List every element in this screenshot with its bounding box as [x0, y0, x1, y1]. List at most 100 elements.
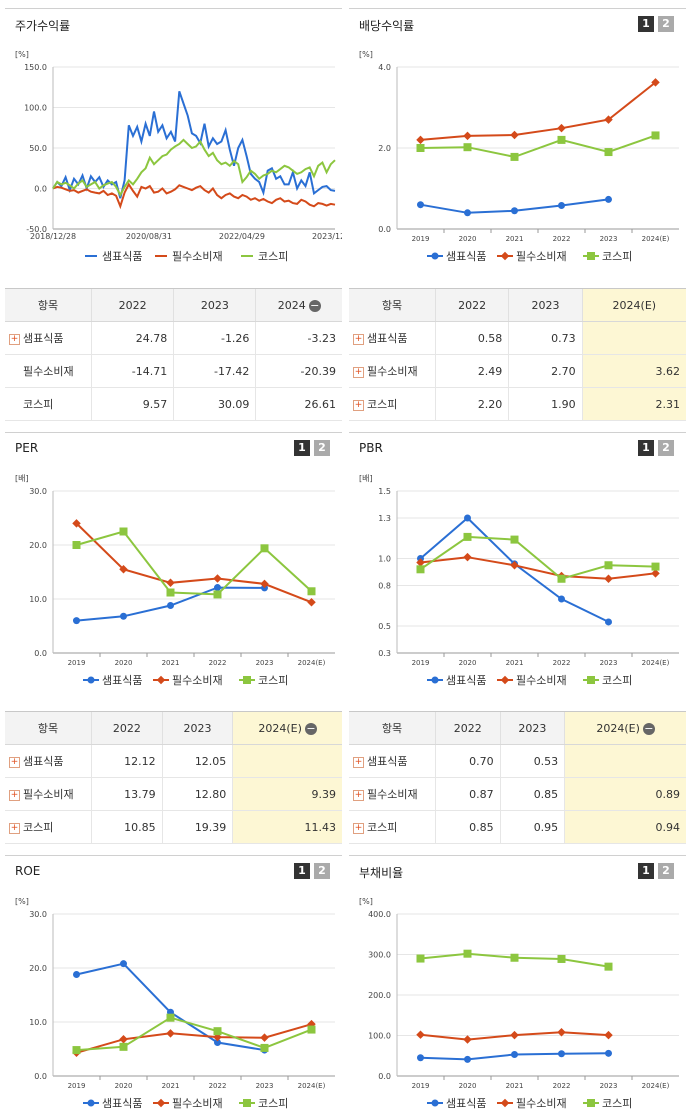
data-point: [260, 1043, 269, 1052]
table-cell: 0.95: [499, 810, 565, 844]
legend-label: 필수소비재: [516, 250, 567, 263]
data-point: [307, 598, 316, 607]
table-cell: 0.94: [564, 810, 686, 844]
table-cell: -14.71: [90, 354, 174, 388]
table-cell: 0.70: [435, 744, 501, 778]
table-cell: 9.39: [232, 777, 342, 811]
table-cell: 2.20: [434, 387, 509, 421]
data-point: [604, 561, 613, 570]
data-point: [417, 201, 424, 209]
badge-group: 1 2: [294, 863, 330, 879]
expand-plus-icon[interactable]: +: [353, 366, 364, 378]
legend-marker: [431, 676, 439, 684]
panel-debt-ratio: 부채비율 1 2 [%] 400.0 300.0 200.0 100.0 0.0 2019 2…: [349, 855, 686, 1114]
data-point: [605, 195, 612, 203]
y-unit-label: [%]: [359, 50, 373, 59]
expand-plus-icon[interactable]: +: [9, 756, 20, 768]
collapse-icon[interactable]: −: [308, 298, 321, 312]
legend-marker: [431, 252, 439, 260]
panel-title: 주가수익률: [15, 19, 71, 33]
panel-title: PBR: [359, 441, 383, 455]
data-point: [73, 617, 80, 625]
table-row: + 코스피 2.20 1.90 2.31: [349, 387, 686, 421]
data-point: [213, 590, 222, 599]
legend-label: 샘표식품: [446, 1097, 486, 1110]
expand-plus-icon[interactable]: +: [353, 822, 364, 834]
x-tick-label: 2022: [553, 1082, 571, 1090]
chart-per: [배]30.0 20.0 10.0 0.0 2019 2020 2021 2022 2023 20…: [15, 474, 335, 687]
legend-marker: [500, 675, 510, 685]
y-unit-label: [배]: [359, 474, 373, 483]
data-point: [307, 587, 316, 596]
data-point: [651, 562, 660, 571]
y-tick-label: 400.0: [368, 910, 391, 919]
table-cell: 11.43: [232, 810, 342, 844]
legend-label: 필수소비재: [516, 674, 567, 687]
badge-1-button[interactable]: 1: [294, 440, 310, 456]
chart-roe: [%]30.0 20.0 10.0 0.0 2019 2020 2021 2022 2023 20…: [15, 897, 335, 1110]
series-line-1: [52, 90, 336, 199]
y-tick-label: 0.5: [378, 622, 391, 631]
data-point: [604, 574, 613, 583]
row-label: + 필수소비재: [349, 354, 436, 388]
data-point: [604, 962, 613, 971]
badge-2-button[interactable]: 2: [658, 863, 674, 879]
y-tick-label: 1.3: [378, 514, 391, 523]
table-header-row: 항목 2022 2023 2024(E): [349, 288, 686, 322]
legend-label: 필수소비재: [172, 674, 223, 687]
y-tick-label: 100.0: [368, 1032, 391, 1041]
x-tick-label: 2023: [256, 659, 274, 667]
table-cell: 26.61: [255, 387, 342, 421]
expand-plus-icon[interactable]: +: [353, 333, 364, 345]
table-row: + 샘표식품 0.70 0.53: [349, 744, 686, 778]
collapse-icon[interactable]: −: [642, 721, 655, 735]
expand-plus-icon[interactable]: +: [353, 789, 364, 801]
expand-plus-icon[interactable]: +: [353, 756, 364, 768]
expand-plus-icon[interactable]: +: [353, 399, 364, 411]
data-point: [167, 601, 174, 609]
y-tick-label: 0.0: [34, 185, 47, 194]
table-row: + 코스피 10.85 19.39 11.43: [5, 810, 342, 844]
badge-2-button[interactable]: 2: [658, 16, 674, 32]
x-tick-label: 2019: [68, 1082, 86, 1090]
badge-1-button[interactable]: 1: [294, 863, 310, 879]
data-point: [464, 514, 471, 522]
y-tick-label: 2.0: [378, 144, 391, 153]
table-row: 필수소비재 -14.71 -17.42 -20.39: [5, 354, 342, 388]
x-tick-label: 2022: [209, 659, 227, 667]
data-point: [604, 1030, 613, 1040]
expand-plus-icon[interactable]: +: [9, 822, 20, 834]
data-point: [72, 541, 81, 549]
collapse-icon[interactable]: −: [304, 721, 317, 735]
badge-2-button[interactable]: 2: [658, 440, 674, 456]
badge-2-button[interactable]: 2: [314, 863, 330, 879]
data-point: [463, 532, 472, 541]
badge-2-button[interactable]: 2: [314, 440, 330, 456]
badge-1-button[interactable]: 1: [638, 440, 654, 456]
table-cell: 0.87: [435, 777, 501, 811]
badge-1-button[interactable]: 1: [638, 16, 654, 32]
series-line-3: [76, 530, 313, 596]
legend-label: 샘표식품: [102, 250, 142, 263]
expand-plus-icon[interactable]: +: [9, 333, 20, 345]
legend-label: 코스피: [258, 250, 288, 263]
x-tick-label: 2021: [506, 659, 524, 667]
data-point: [72, 519, 81, 528]
expand-plus-icon[interactable]: +: [9, 789, 20, 801]
y-tick-label: -50.0: [26, 225, 47, 234]
row-label: + 필수소비재: [349, 777, 436, 811]
panel-dividend-yield: 배당수익률 1 2 [%] 4.0 2.0 0.0 2019 2020 2021 2022 20…: [349, 8, 686, 269]
table-header-row: 항목 2022 2023 2024−: [5, 288, 342, 322]
x-tick-label: 2021: [506, 1082, 524, 1090]
data-point: [605, 1049, 612, 1057]
table-header-cell: 2023: [161, 711, 233, 745]
y-tick-label: 0.0: [378, 1072, 391, 1081]
row-label: + 샘표식품: [5, 321, 92, 355]
row-label: + 샘표식품: [349, 744, 436, 778]
legend-label: 샘표식품: [446, 250, 486, 263]
table-cell: [232, 744, 342, 778]
data-point: [463, 143, 472, 152]
data-point: [120, 960, 127, 968]
badge-1-button[interactable]: 1: [638, 863, 654, 879]
